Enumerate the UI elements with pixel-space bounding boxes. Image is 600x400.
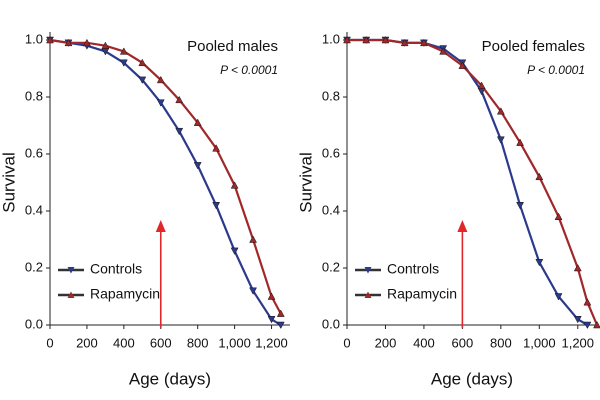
y-tick-label: 0.2 — [322, 259, 340, 274]
p-value: P < 0.0001 — [220, 63, 278, 77]
x-axis-label: Age (days) — [431, 369, 513, 388]
x-tick-label: 400 — [413, 335, 435, 350]
survival-line — [347, 38, 599, 326]
marker — [267, 316, 276, 324]
y-tick-label: 0.8 — [25, 88, 43, 103]
legend-marker — [364, 291, 372, 298]
marker — [583, 298, 592, 306]
x-axis-label: Age (days) — [129, 369, 211, 388]
marker — [496, 107, 505, 115]
marker — [362, 35, 371, 44]
marker — [267, 292, 276, 300]
x-tick-label: 1,000 — [218, 335, 251, 350]
marker — [101, 41, 110, 49]
x-tick-label: 400 — [113, 335, 135, 350]
marker — [64, 38, 73, 47]
y-tick-label: 1.0 — [25, 31, 43, 46]
marker — [119, 47, 128, 55]
survival-line — [49, 38, 282, 326]
arrow-head — [457, 220, 468, 232]
x-tick-label: 1,000 — [523, 335, 556, 350]
marker — [477, 81, 486, 89]
y-axis-label: Survival — [0, 152, 18, 212]
marker — [535, 172, 544, 181]
marker — [420, 38, 428, 47]
legend-marker — [364, 267, 372, 274]
marker — [212, 144, 221, 152]
x-tick-label: 800 — [490, 335, 512, 350]
marker — [516, 202, 524, 210]
marker — [212, 202, 221, 210]
marker — [593, 320, 600, 329]
legend-label: Rapamycin — [90, 286, 160, 302]
legend-label: Controls — [90, 261, 142, 277]
panel-title: Pooled females — [482, 38, 585, 55]
marker — [230, 181, 239, 189]
marker — [276, 321, 285, 330]
marker — [138, 76, 147, 84]
x-tick-label: 1,200 — [255, 335, 288, 350]
legend-marker — [67, 267, 75, 274]
x-tick-label: 0 — [343, 335, 350, 350]
marker — [249, 287, 257, 295]
marker — [554, 212, 563, 220]
marker — [175, 127, 184, 136]
marker — [175, 95, 184, 104]
marker — [156, 99, 165, 107]
marker — [230, 247, 239, 255]
panel-title: Pooled males — [187, 38, 278, 55]
marker — [458, 61, 467, 69]
x-tick-label: 200 — [76, 335, 98, 350]
marker — [554, 293, 563, 301]
legend-marker — [67, 291, 75, 298]
marker — [156, 75, 165, 84]
marker — [138, 58, 147, 67]
marker — [573, 263, 582, 272]
marker — [46, 35, 54, 44]
marker — [193, 162, 202, 170]
marker — [193, 118, 202, 126]
y-tick-label: 0.8 — [322, 88, 340, 103]
marker — [439, 47, 448, 55]
marker — [249, 235, 257, 243]
arrow-head — [155, 220, 166, 232]
y-axis-label: Survival — [296, 152, 315, 212]
y-tick-label: 0.0 — [25, 316, 43, 331]
marker — [496, 136, 505, 144]
survival-line — [347, 38, 588, 326]
marker — [583, 321, 592, 330]
x-tick-label: 600 — [452, 335, 474, 350]
y-tick-label: 0.6 — [322, 145, 340, 160]
survival-line — [49, 38, 282, 315]
marker — [535, 259, 544, 267]
x-tick-label: 800 — [187, 335, 209, 350]
y-tick-label: 1.0 — [322, 31, 340, 46]
x-tick-label: 1,200 — [561, 335, 594, 350]
y-tick-label: 0.4 — [322, 202, 340, 217]
legend-label: Rapamycin — [387, 286, 457, 302]
marker — [83, 38, 91, 47]
marker — [381, 35, 390, 44]
marker — [119, 59, 128, 67]
y-tick-label: 0.4 — [25, 202, 43, 217]
marker — [400, 38, 409, 47]
marker — [573, 316, 582, 324]
x-tick-label: 0 — [46, 335, 53, 350]
y-tick-label: 0.0 — [322, 316, 340, 331]
x-tick-label: 200 — [375, 335, 397, 350]
y-tick-label: 0.2 — [25, 259, 43, 274]
x-tick-label: 600 — [150, 335, 172, 350]
marker — [276, 309, 285, 317]
legend-label: Controls — [387, 261, 439, 277]
y-tick-label: 0.6 — [25, 145, 43, 160]
marker — [516, 138, 524, 146]
marker — [343, 35, 351, 44]
p-value: P < 0.0001 — [527, 63, 585, 77]
